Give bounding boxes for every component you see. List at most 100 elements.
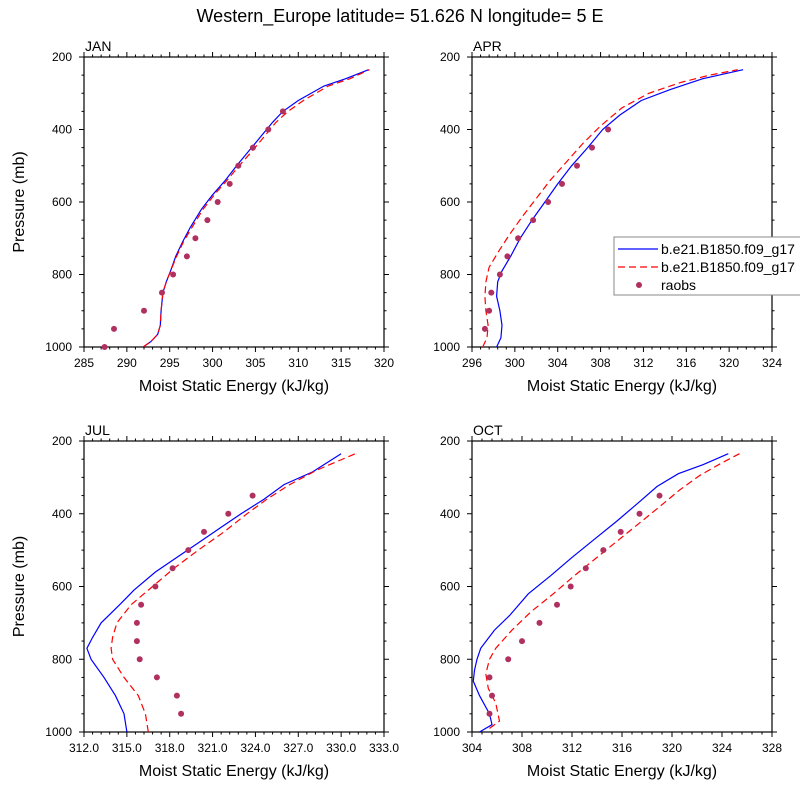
x-tick-label: 324: [762, 356, 782, 370]
y-axis-label: Pressure (mb): [11, 536, 28, 637]
x-tick-label: 304: [548, 356, 568, 370]
raobs-point: [486, 307, 493, 314]
model-line-solid: [472, 453, 729, 732]
raobs-point: [486, 710, 493, 717]
y-tick-label: 800: [440, 268, 460, 282]
model-line-solid: [142, 69, 369, 347]
legend-label: b.e21.B1850.f09_g17: [661, 241, 795, 257]
y-tick-label: 400: [440, 507, 460, 521]
raobs-point: [589, 144, 595, 151]
x-tick-label: 285: [74, 356, 94, 370]
x-tick-label: 316: [676, 356, 696, 370]
raobs-point: [152, 583, 159, 590]
raobs-point: [138, 601, 145, 608]
raobs-point: [170, 271, 177, 278]
x-axis-label: Moist Static Energy (kJ/kg): [527, 763, 717, 780]
y-tick-label: 400: [440, 123, 460, 137]
x-tick-label: 312.0: [69, 741, 99, 755]
raobs-point: [249, 492, 256, 499]
y-tick-label: 600: [52, 195, 72, 209]
x-tick-label: 308: [512, 741, 532, 755]
y-tick-label: 600: [52, 580, 72, 594]
x-tick-label: 300: [203, 356, 223, 370]
y-tick-label: 400: [52, 507, 72, 521]
y-tick-label: 600: [440, 195, 460, 209]
x-axis-label: Moist Static Energy (kJ/kg): [527, 378, 717, 395]
y-tick-label: 200: [440, 50, 460, 64]
raobs-point: [530, 217, 537, 224]
y-tick-label: 1000: [433, 725, 460, 739]
x-tick-label: 315: [331, 356, 351, 370]
panel-title: OCT: [473, 422, 503, 438]
raobs-point: [235, 162, 242, 169]
raobs-point: [600, 547, 607, 554]
raobs-point: [496, 271, 503, 278]
x-tick-label: 328: [762, 741, 782, 755]
panel-title: APR: [473, 38, 502, 54]
x-tick-label: 316: [612, 741, 632, 755]
plot-frame: [471, 56, 773, 348]
x-tick-label: 300: [505, 356, 525, 370]
y-tick-label: 200: [52, 50, 72, 64]
raobs-point: [249, 144, 256, 151]
x-tick-label: 333.0: [369, 741, 399, 755]
raobs-point: [225, 510, 232, 517]
panel-oct: OCT 304 308 312 316 320 324 328 200 400 600 800 1000…: [433, 422, 782, 780]
raobs-point: [173, 692, 180, 699]
x-tick-label: 296: [462, 356, 482, 370]
panel-jul: JUL 312.0 315.0 318.0 321.0 324.0 327.0 330.0 33…: [11, 422, 399, 780]
raobs-point: [519, 638, 525, 645]
raobs-point: [133, 638, 140, 645]
raobs-point: [617, 528, 624, 535]
raobs-point: [265, 126, 272, 133]
raobs-point: [636, 510, 643, 517]
legend-marker: [636, 282, 642, 288]
x-tick-label: 312: [562, 741, 582, 755]
raobs-point: [481, 325, 488, 332]
raobs-point: [183, 253, 190, 260]
raobs-point: [554, 601, 560, 608]
raobs-point: [489, 692, 495, 699]
model-line-dashed: [142, 69, 370, 347]
x-tick-label: 324: [712, 741, 732, 755]
panel-jan: JAN 285 290 295 300 305 310 315 320 200 400 600 800 1…: [11, 38, 394, 395]
x-tick-label: 315.0: [112, 741, 142, 755]
raobs-point: [133, 619, 140, 626]
x-tick-label: 330.0: [326, 741, 356, 755]
y-tick-label: 1000: [45, 725, 72, 739]
y-tick-label: 200: [440, 434, 460, 448]
model-line-solid: [86, 453, 342, 732]
plot-frame: [471, 440, 773, 733]
raobs-point: [656, 492, 663, 499]
chart-panels: JAN 285 290 295 300 305 310 315 320 200 400 600 800 1…: [11, 38, 782, 780]
raobs-point: [201, 528, 207, 535]
raobs-point: [192, 235, 199, 242]
raobs-point: [169, 565, 176, 572]
raobs-point: [159, 289, 165, 296]
raobs-point: [226, 180, 233, 187]
raobs-point: [536, 619, 543, 626]
y-tick-label: 400: [52, 123, 72, 137]
y-tick-label: 1000: [45, 340, 72, 354]
raobs-point: [153, 674, 160, 681]
raobs-point: [504, 253, 511, 260]
x-tick-label: 304: [462, 741, 482, 755]
x-tick-label: 295: [160, 356, 180, 370]
y-tick-label: 800: [52, 268, 72, 282]
legend-box: [613, 236, 800, 296]
raobs-point: [582, 565, 589, 572]
x-axis-label: Moist Static Energy (kJ/kg): [139, 763, 329, 780]
y-tick-label: 200: [52, 434, 72, 448]
plot-frame: [83, 56, 385, 348]
x-tick-label: 312: [633, 356, 653, 370]
x-tick-label: 290: [117, 356, 137, 370]
figure-title: Western_Europe latitude= 51.626 N longit…: [197, 6, 604, 27]
x-tick-label: 320: [662, 741, 682, 755]
raobs-point: [111, 325, 117, 332]
model-line-dashed: [110, 453, 356, 732]
raobs-point: [559, 180, 565, 187]
x-tick-label: 321.0: [198, 741, 228, 755]
y-tick-label: 1000: [433, 340, 460, 354]
raobs-point: [214, 199, 221, 205]
x-tick-label: 308: [591, 356, 611, 370]
